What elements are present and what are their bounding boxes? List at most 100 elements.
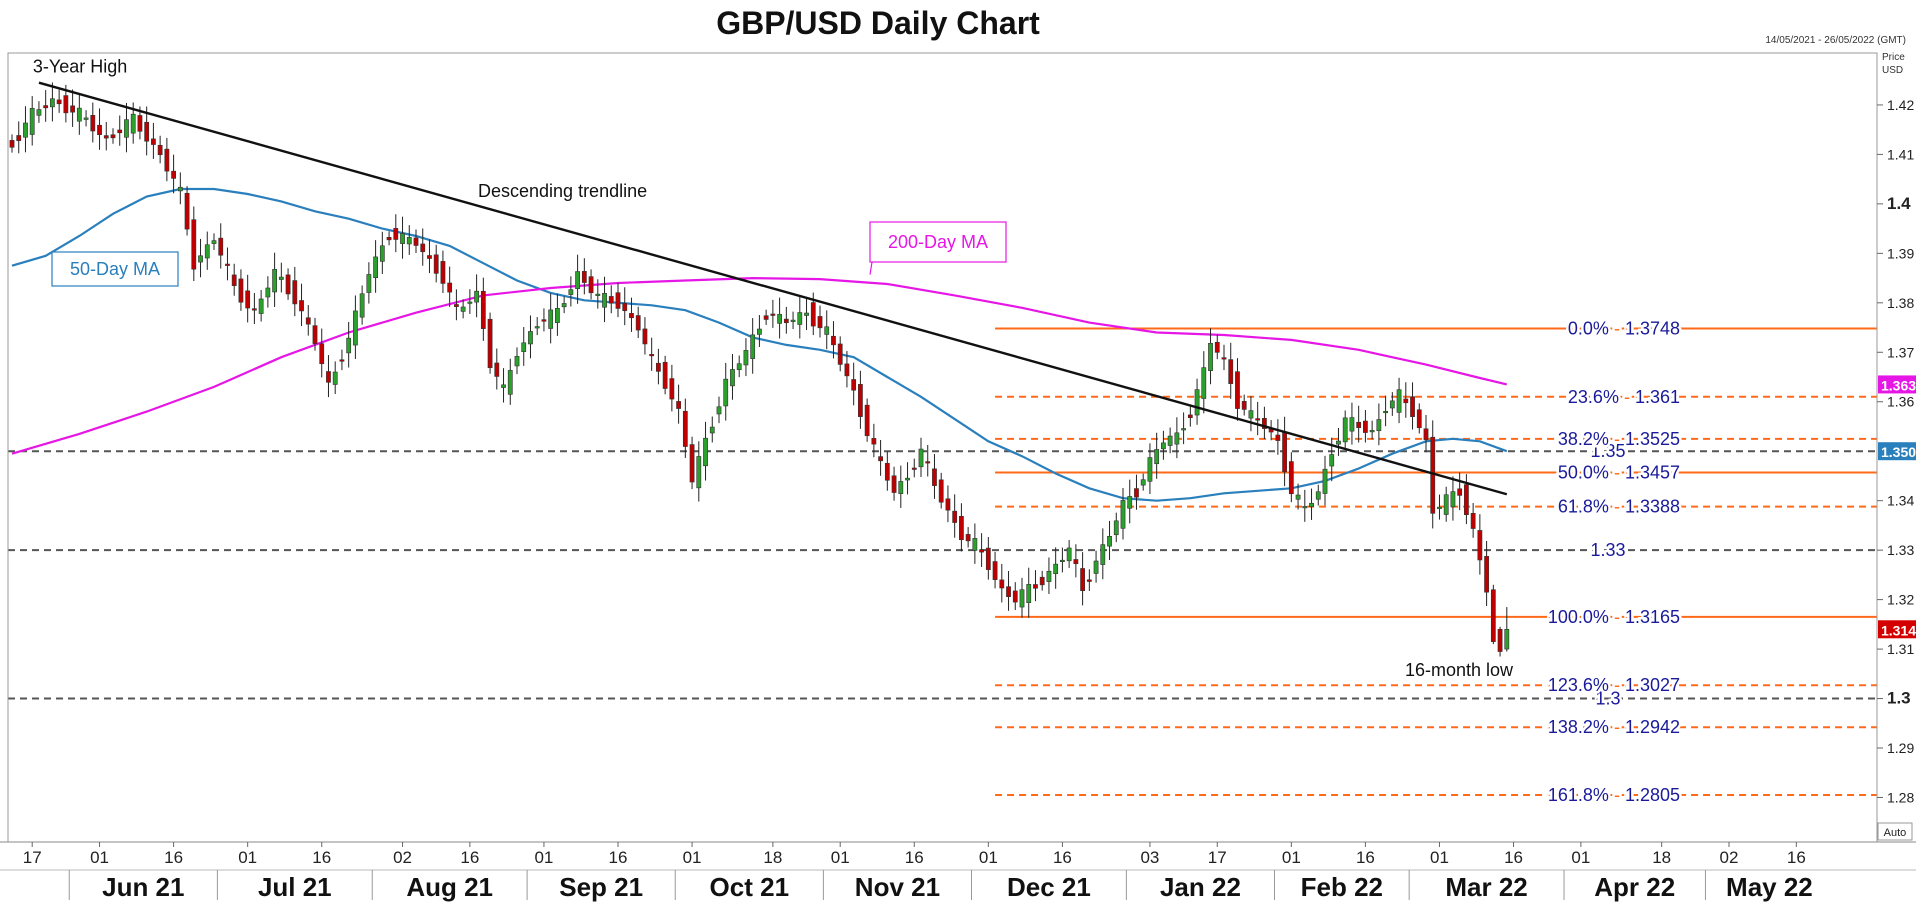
bullish-candle [1161, 442, 1166, 450]
bearish-candle [1403, 398, 1409, 404]
bearish-candle [871, 438, 877, 445]
bullish-candle [548, 309, 554, 329]
bearish-candle [413, 237, 419, 246]
bearish-candle [339, 359, 345, 362]
month-label: Jan 22 [1160, 872, 1241, 902]
bullish-candle [1194, 389, 1200, 416]
bearish-candle [319, 343, 325, 365]
bearish-candle [1464, 484, 1469, 516]
bullish-candle [723, 378, 729, 407]
x-tick-label: 18 [1652, 848, 1671, 867]
bullish-candle [1369, 430, 1375, 433]
bearish-candle [831, 335, 836, 346]
bullish-candle [797, 312, 803, 325]
bullish-candle [204, 244, 210, 259]
bullish-candle [1208, 342, 1213, 371]
fib-level-separator: - [1609, 319, 1625, 339]
bearish-candle [1423, 428, 1429, 441]
x-tick-label: 01 [683, 848, 702, 867]
sixteen-month-low-label: 16-month low [1405, 660, 1514, 680]
bullish-candle [1167, 435, 1173, 446]
bullish-candle [124, 119, 129, 138]
bearish-candle [656, 362, 661, 372]
bullish-candle [467, 301, 473, 304]
bearish-candle [588, 276, 594, 294]
bearish-candle [110, 134, 116, 139]
fib-level-pct: 0.0% [1568, 319, 1609, 339]
x-tick-label: 02 [1720, 848, 1739, 867]
bullish-candle [777, 314, 782, 324]
bearish-candle [608, 296, 614, 304]
bearish-candle [992, 561, 998, 580]
bearish-candle [103, 135, 109, 139]
bullish-candle [332, 371, 338, 385]
bullish-candle [36, 109, 42, 116]
bullish-candle [346, 337, 352, 354]
bullish-candle [568, 289, 574, 295]
bullish-candle [561, 303, 567, 308]
x-tick-label: 01 [1282, 848, 1301, 867]
x-tick-label: 17 [23, 848, 42, 867]
fib-level-label: 100.0% - 1.3165 [1548, 607, 1680, 627]
y-tick-label: 1.28 [1887, 789, 1914, 805]
bearish-candle [676, 401, 681, 409]
bearish-candle [63, 95, 69, 114]
bullish-candle [790, 319, 796, 322]
y-tick-label: 1.39 [1887, 245, 1914, 261]
x-tick-label: 01 [1571, 848, 1590, 867]
fib-level-separator: - [1609, 462, 1625, 482]
fib-level-separator: - [1619, 387, 1635, 407]
fib-level-separator: - [1609, 785, 1625, 805]
fib-level-value: 1.3457 [1625, 462, 1680, 482]
bearish-candle [252, 308, 257, 311]
bearish-candle [783, 318, 789, 324]
bullish-candle [514, 356, 520, 367]
bullish-candle [703, 437, 708, 467]
price-tag-label: 1.3500 [1881, 444, 1916, 460]
bullish-candle [730, 369, 735, 387]
ma200-callout-box [869, 221, 1007, 263]
bearish-candle [952, 510, 958, 523]
auto-button [1877, 822, 1913, 841]
fib-level-pct: 61.8% [1558, 497, 1609, 517]
month-label: Sep 21 [559, 872, 643, 902]
bearish-candle [689, 444, 695, 483]
bullish-candle [1174, 432, 1180, 445]
x-tick-label: 16 [905, 848, 924, 867]
bullish-candle [83, 117, 89, 120]
bullish-candle [507, 370, 513, 395]
bullish-candle [1349, 417, 1355, 432]
x-tick-label: 16 [1356, 848, 1375, 867]
month-label: Aug 21 [406, 872, 493, 902]
fib-level-value: 1.3525 [1625, 429, 1680, 449]
bearish-candle [817, 316, 823, 329]
bearish-candle [629, 313, 634, 319]
bearish-candle [218, 237, 224, 256]
x-tick-label: 16 [1504, 848, 1523, 867]
bearish-candle [1282, 432, 1287, 473]
y-axis-label: Price USD [1882, 52, 1905, 76]
bearish-candle [884, 462, 890, 481]
bearish-candle [635, 315, 641, 331]
bearish-candle [770, 313, 776, 316]
x-tick-label: 01 [1430, 848, 1449, 867]
y-tick-label: 1.32 [1887, 592, 1914, 608]
fib-level-pct: 138.2% [1548, 717, 1609, 737]
bearish-candle [292, 280, 298, 305]
bearish-candle [1080, 568, 1085, 591]
bullish-candle [1026, 584, 1032, 603]
bearish-candle [1134, 488, 1139, 498]
price-tag-box [1878, 620, 1916, 639]
bullish-candle [1093, 560, 1099, 574]
bullish-candle [1107, 536, 1112, 547]
month-label: May 22 [1726, 872, 1813, 902]
x-tick-label: 16 [1053, 848, 1072, 867]
bearish-candle [420, 243, 426, 253]
y-tick-label: 1.41 [1887, 146, 1914, 162]
bullish-candle [1181, 428, 1186, 431]
horizontal-level-label: 1.33 [1590, 540, 1625, 560]
bullish-candle [575, 271, 580, 290]
bullish-candle [359, 293, 365, 318]
bearish-candle [1187, 414, 1193, 419]
